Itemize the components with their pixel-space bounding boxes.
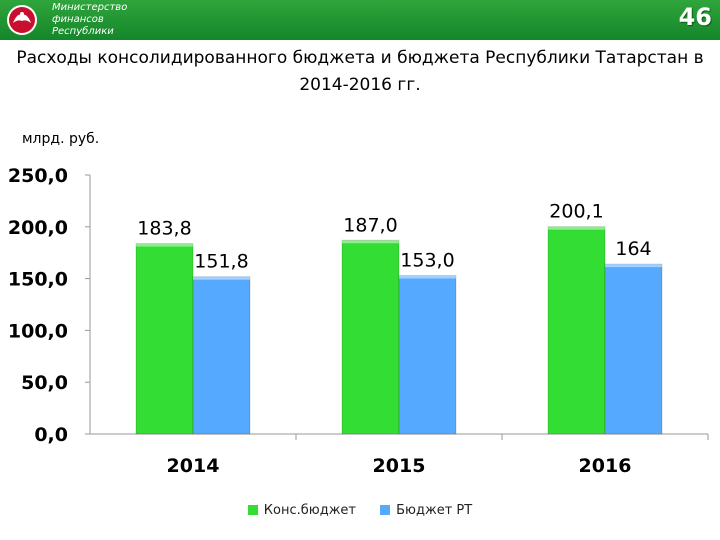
ministry-name: Министерство финансов Республики	[52, 2, 162, 38]
bar	[192, 276, 251, 435]
y-tick-label: 50,0	[21, 372, 68, 394]
x-tick-label: 2015	[373, 455, 426, 477]
bar-highlight	[136, 243, 193, 247]
data-label: 200,1	[549, 201, 603, 223]
bar-highlight	[548, 226, 605, 230]
y-tick-label: 100,0	[8, 320, 68, 342]
data-label: 183,8	[137, 218, 191, 240]
data-label: 164	[615, 238, 651, 260]
legend-swatch-rt	[380, 505, 391, 515]
bar	[398, 274, 457, 435]
data-label: 187,0	[343, 214, 397, 236]
y-tick-label: 0,0	[34, 424, 68, 446]
bar	[604, 263, 663, 435]
legend-item-rt: Бюджет РТ	[380, 503, 472, 518]
bar-highlight	[193, 276, 250, 280]
y-tick-label: 250,0	[8, 165, 68, 187]
legend-item-cons: Конс.бюджет	[247, 503, 356, 518]
y-tick-label: 200,0	[8, 217, 68, 239]
page-number: 46	[678, 3, 712, 31]
unit-label: млрд. руб.	[22, 131, 100, 147]
x-tick-label: 2016	[579, 455, 632, 477]
chart-legend: Конс.бюджет Бюджет РТ	[0, 503, 720, 518]
ministry-line-3: Республики	[52, 26, 114, 37]
ministry-line-2: финансов	[52, 14, 104, 25]
ministry-line-1: Министерство	[52, 2, 128, 13]
bar	[341, 239, 400, 435]
legend-label-cons: Конс.бюджет	[263, 503, 356, 518]
bar-highlight	[399, 275, 456, 279]
y-tick-label: 150,0	[8, 269, 68, 291]
header-bar: Министерство финансов Республики 46	[0, 0, 720, 40]
data-label: 153,0	[400, 249, 454, 271]
legend-swatch-cons	[247, 505, 258, 515]
bar-highlight	[342, 240, 399, 244]
chart-title: Расходы консолидированного бюджета и бюд…	[16, 48, 704, 95]
bar-highlight	[605, 264, 662, 268]
bar	[547, 226, 606, 435]
legend-label-rt: Бюджет РТ	[396, 503, 473, 518]
bar	[135, 243, 194, 435]
data-label: 151,8	[194, 251, 248, 273]
x-tick-label: 2014	[167, 455, 220, 477]
tatarstan-emblem-icon	[7, 5, 37, 35]
